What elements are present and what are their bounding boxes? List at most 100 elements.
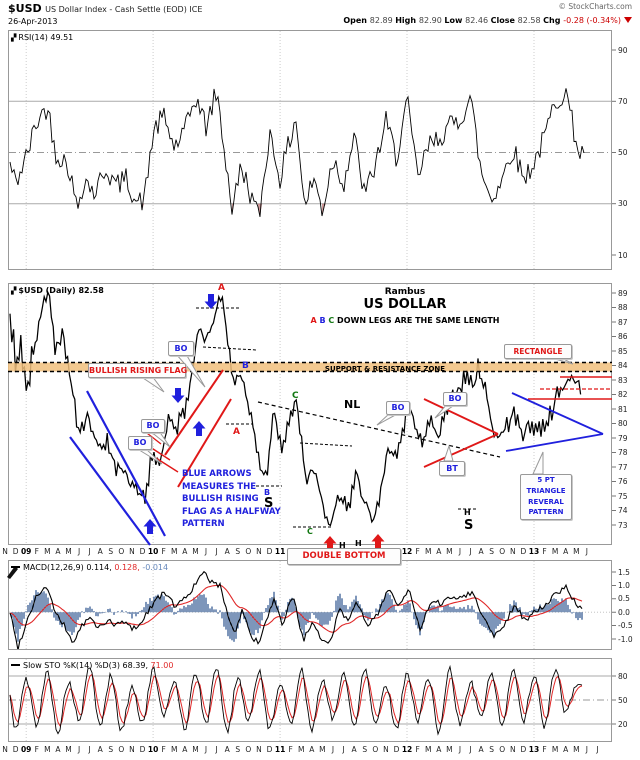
month-label: A: [182, 745, 188, 754]
month-label: S: [108, 745, 114, 754]
main-axis-label: 74: [618, 506, 628, 515]
callout-rectangle: RECTANGLE: [504, 344, 572, 359]
month-label: F: [415, 547, 420, 556]
rsi-legend: ▞ RSI(14) 49.51: [11, 33, 74, 42]
month-label: M: [424, 745, 432, 754]
callout-bo: BO: [443, 392, 467, 406]
chart-type-icon: ▞: [11, 287, 17, 295]
month-label: J: [204, 745, 208, 754]
month-label: N: [2, 547, 8, 556]
callout-bo: BO: [141, 419, 165, 433]
month-label: A: [97, 547, 103, 556]
macd-signal-value: 0.128,: [114, 563, 140, 572]
annotation-letter-c: C: [292, 391, 299, 401]
month-label: A: [478, 745, 484, 754]
month-label: N: [256, 547, 262, 556]
ticker-symbol: $USD: [8, 2, 42, 15]
macd-axis-label: -0.5: [618, 621, 633, 631]
month-label: N: [510, 745, 516, 754]
month-label: O: [245, 547, 252, 556]
callout-bo: BO: [386, 401, 410, 415]
month-label: S: [235, 745, 241, 754]
month-label: N: [129, 745, 135, 754]
month-label: J: [215, 547, 218, 556]
month-label: A: [436, 745, 442, 754]
sto-axis-label: 20: [618, 719, 628, 729]
month-label: J: [342, 745, 345, 754]
month-label: 12: [401, 547, 413, 556]
month-label: 09: [20, 547, 32, 556]
main-axis-label: 85: [618, 346, 628, 356]
month-label: N: [2, 745, 8, 754]
price-legend: ▞ $USD (Daily) 82.58: [11, 286, 104, 295]
month-label: D: [393, 745, 400, 754]
month-label: F: [34, 745, 39, 754]
quote-value: 82.89: [369, 16, 396, 25]
month-label: M: [65, 745, 72, 754]
rsi-axis-label: 70: [618, 96, 628, 106]
month-label: 13: [528, 547, 540, 556]
month-label: J: [596, 745, 599, 754]
main-axis-label: 79: [618, 433, 628, 443]
abc-legend-line: A B C DOWN LEGS ARE THE SAME LENGTH: [310, 316, 500, 325]
quote-value: 82.90: [418, 16, 445, 25]
month-label: M: [297, 745, 305, 754]
symbol-title: $USD US Dollar Index - Cash Settle (EOD)…: [8, 2, 202, 16]
month-label: D: [520, 745, 527, 754]
annotation-letter-h: H: [464, 508, 471, 517]
annotation-letter-nl: NL: [344, 398, 361, 411]
month-label: 11: [274, 745, 286, 754]
month-label: D: [520, 547, 527, 556]
annotation-text: BLUE ARROWS MEASURES THE BULLISH RISING FLA…: [182, 469, 281, 529]
month-label: M: [446, 745, 453, 754]
month-label: 10: [147, 745, 159, 754]
month-label: O: [118, 745, 125, 754]
quote-value: 82.46: [465, 16, 491, 25]
callout-bo: BO: [168, 341, 194, 356]
main-axis-label: 76: [618, 477, 628, 486]
macd-axis-label: -1.0: [618, 634, 633, 644]
month-label: S: [489, 547, 495, 556]
main-axis-label: 83: [618, 375, 628, 385]
macd-legend: MACD(12,26,9) 0.114, 0.128, -0.014: [11, 563, 168, 572]
month-label: A: [182, 547, 188, 556]
month-label: 09: [20, 745, 32, 754]
macd-axis-label: 0.0: [618, 607, 630, 617]
month-label: F: [161, 547, 166, 556]
annotation-letter-a: A: [218, 283, 225, 293]
month-label: A: [55, 745, 61, 754]
main-axis-label: 87: [618, 317, 628, 327]
month-label: N: [383, 745, 389, 754]
month-label: J: [585, 547, 588, 556]
chart-type-icon: ▞: [11, 34, 17, 42]
rsi-axis-label: 10: [618, 250, 628, 260]
month-label: A: [224, 745, 230, 754]
sto-legend: Slow STO %K(14) %D(3) 68.39, 71.00: [11, 661, 173, 670]
month-label: F: [34, 547, 39, 556]
annotation-letter-h: H: [339, 541, 346, 550]
month-label: M: [551, 547, 559, 556]
main-axis-label: 86: [618, 332, 628, 341]
month-label: 12: [401, 745, 413, 754]
month-label: M: [171, 745, 178, 754]
month-label: D: [139, 547, 146, 556]
annotation-letter-s: S: [464, 518, 474, 533]
month-label: A: [55, 547, 61, 556]
month-label: A: [563, 745, 569, 754]
rsi-panel: [8, 30, 612, 270]
quote-label: Open: [343, 16, 370, 25]
month-label: N: [510, 547, 516, 556]
main-axis-label: 88: [618, 303, 628, 312]
month-label: J: [88, 547, 91, 556]
callout-bo: BO: [128, 436, 152, 450]
month-label: J: [88, 745, 91, 754]
callout-bullish-rising-flag: BULLISH RISING FLAG: [88, 363, 187, 378]
month-label: A: [309, 745, 315, 754]
sto-axis-label: 50: [618, 695, 628, 705]
date-axis-bottom: N D 09 F M A M J J A S O N D 10 F M A M J J A S O N D 11 F M A M J J A S O N…: [0, 745, 640, 757]
month-label: D: [266, 547, 273, 556]
month-label: M: [44, 745, 51, 754]
macd-axis-label: 1.5: [618, 567, 630, 577]
change-down-triangle-icon: [624, 17, 632, 23]
quote-value: -0.28 (-0.34%): [563, 16, 621, 25]
